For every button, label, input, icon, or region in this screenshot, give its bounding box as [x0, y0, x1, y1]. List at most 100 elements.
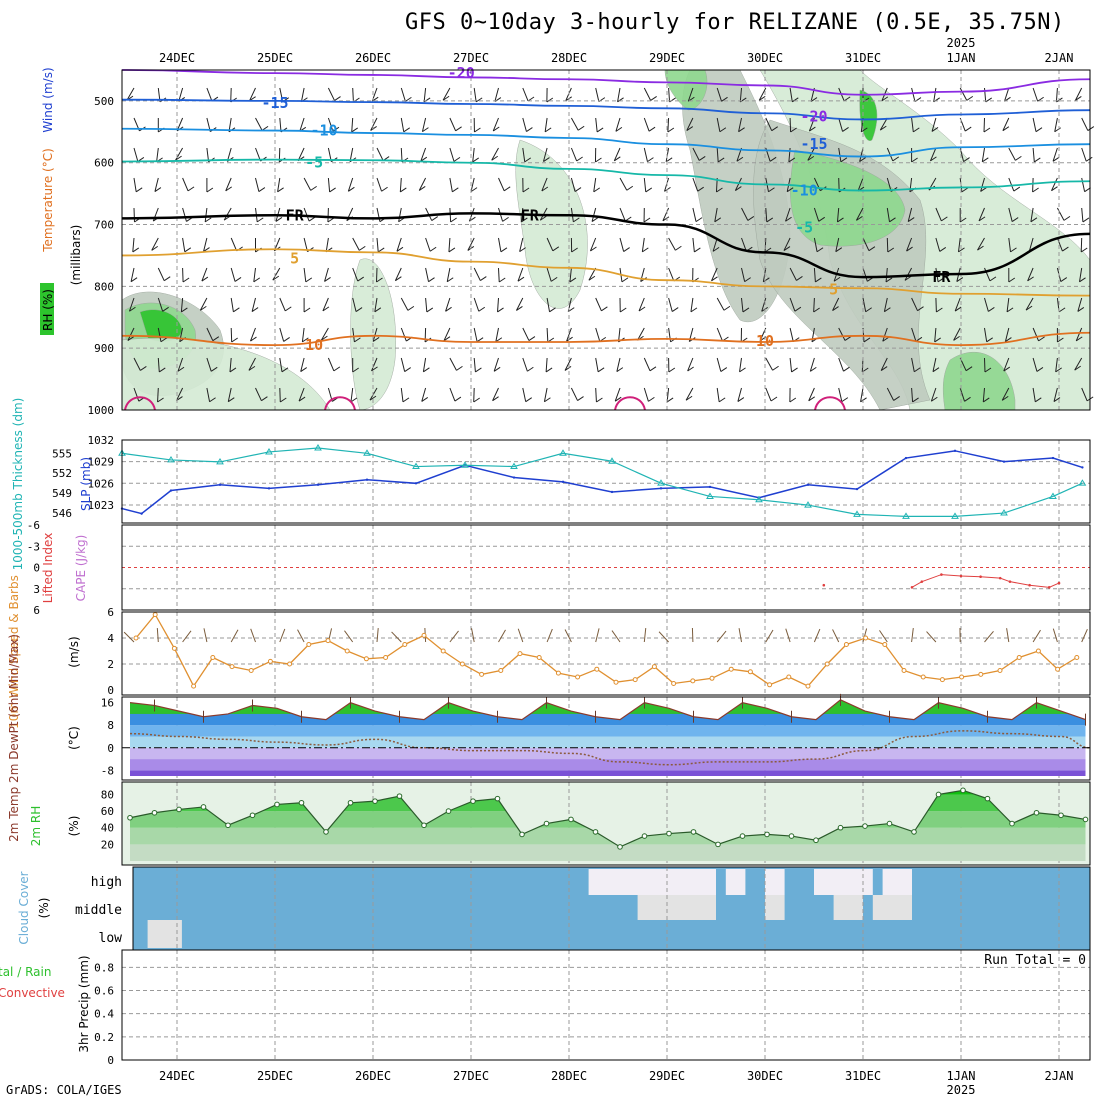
wind-barb-flag — [358, 245, 366, 251]
thickness-tick: 555 — [52, 447, 72, 460]
wind-barb-flag — [493, 366, 501, 372]
wind-barb-flag — [404, 367, 411, 373]
wind-barb — [546, 237, 554, 251]
wind-barb — [1008, 177, 1015, 192]
wind-barb — [352, 297, 357, 312]
wind-barb-flag — [868, 246, 876, 252]
wind-barb-flag — [977, 245, 984, 251]
wind-barb-flag — [1053, 397, 1061, 403]
rh-point — [886, 820, 893, 827]
wind-barb-flag — [454, 396, 462, 402]
wind-barb — [686, 117, 694, 131]
wind-speed-point — [824, 661, 830, 667]
wind-barb-flag — [1062, 246, 1069, 252]
wind-barb-flag — [158, 367, 166, 373]
wind-speed-point — [613, 679, 619, 685]
wind-barb-flag — [528, 336, 536, 341]
surface-wind-barb — [203, 628, 208, 643]
wind-barb — [739, 87, 742, 102]
wind-barb — [879, 117, 888, 131]
surface-wind-barb — [658, 631, 669, 643]
bottom-date-label: 27DEC — [453, 1069, 489, 1083]
wind-barb — [1081, 207, 1084, 222]
lifted-index-point — [959, 574, 963, 578]
wind-barb — [473, 297, 480, 312]
wind-barb-flag — [596, 127, 604, 133]
wind-barb-flag — [280, 397, 287, 403]
wind-barb — [1074, 357, 1083, 371]
wind-barb-flag — [418, 186, 426, 191]
wind-barb-flag — [348, 186, 355, 192]
contour-label: 10 — [305, 336, 323, 354]
wind-barb-flag — [127, 336, 135, 341]
wind-barb — [838, 147, 842, 162]
wind-barb — [544, 117, 548, 132]
warm-contour — [814, 396, 846, 411]
li-tick: -6 — [27, 519, 40, 532]
wind-barb-flag — [354, 337, 361, 343]
wind-barb — [862, 237, 870, 251]
wind-speed-point — [191, 683, 197, 689]
wind-barb-flag — [308, 216, 316, 222]
wind-barb-flag — [668, 367, 676, 373]
precip-tick: 0 — [107, 1054, 114, 1067]
wind-barb-flag — [1008, 277, 1016, 283]
surface-wind-barb — [1032, 629, 1041, 643]
wind-barb-flag — [522, 187, 530, 193]
wind-barb-flag — [492, 396, 499, 402]
wind-barb-flag — [210, 366, 218, 372]
wind-speed-point — [287, 661, 293, 667]
precip-frame — [121, 949, 1091, 1061]
rh-point — [690, 829, 697, 835]
wind-barb-flag — [498, 277, 506, 283]
wind-barb — [443, 327, 451, 341]
wind-barb — [133, 387, 140, 402]
wind-speed-point — [920, 674, 926, 680]
wind-barb — [741, 237, 747, 252]
wind-barb-flag — [615, 126, 623, 132]
rh-region — [664, 69, 708, 111]
wind-barb — [734, 177, 742, 191]
wind-barb — [637, 327, 645, 341]
temp-units-label: (°C) — [67, 726, 81, 750]
rh-point — [862, 823, 868, 829]
contour-label: -5 — [305, 154, 323, 172]
wind-barb — [959, 387, 966, 402]
wind-barb — [327, 357, 335, 372]
wind-barb-flag — [930, 156, 937, 162]
contour-label: 5 — [829, 280, 838, 298]
rh-point — [837, 824, 844, 831]
bottom-date-label: 31DEC — [845, 1069, 881, 1083]
wind-barb — [716, 357, 722, 372]
thickness-point — [265, 447, 273, 455]
pressure-tick: 1000 — [88, 404, 115, 417]
wind-barb-flag — [770, 396, 778, 402]
wind-barb — [127, 327, 135, 341]
wind-barb-flag — [284, 306, 292, 312]
wind-barb-flag — [209, 397, 216, 403]
wind-barb-flag — [1052, 156, 1060, 162]
wind-units-label: (m/s) — [67, 636, 81, 667]
wind-barb-flag — [182, 277, 190, 283]
wind-barb — [449, 147, 455, 162]
cloud-clear-block — [588, 869, 716, 895]
slp-point — [953, 449, 957, 453]
surface-wind-barb — [391, 631, 402, 643]
wind-barb-flag — [913, 127, 920, 133]
rh-point — [911, 829, 917, 835]
surface-wind-barb — [862, 628, 868, 643]
wind-barb — [1028, 237, 1034, 252]
top-date-label: 26DEC — [355, 51, 391, 65]
wind-barb — [279, 117, 282, 132]
wind-barb-flag — [887, 247, 895, 253]
wind-barb-flag — [771, 126, 778, 132]
pressure-tick: 800 — [94, 280, 114, 293]
wind-speed-point — [363, 656, 369, 662]
surface-wind-barb — [156, 627, 159, 643]
wind-barb — [133, 177, 137, 192]
wind-barb-flag — [963, 157, 970, 163]
wind-barb-flag — [1015, 155, 1022, 161]
wind-barb — [1004, 327, 1010, 342]
wind-barb — [886, 207, 890, 222]
wind-barb — [493, 357, 499, 372]
